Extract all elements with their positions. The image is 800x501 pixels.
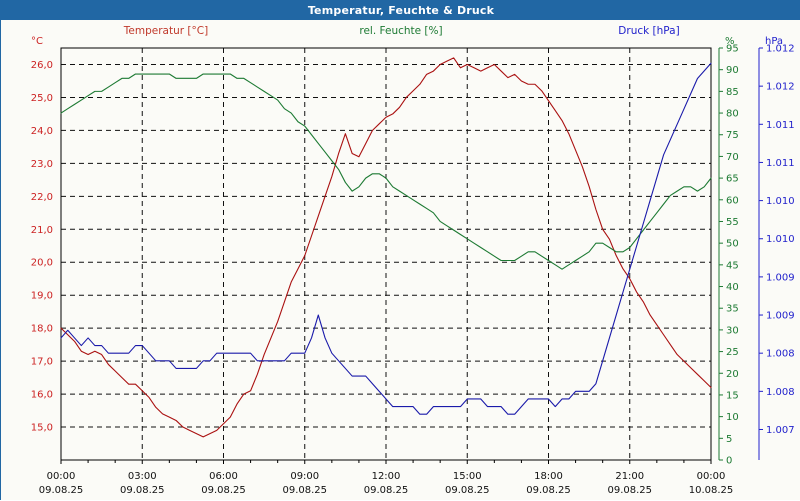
temperature-tick-label: 22,0 bbox=[31, 192, 53, 203]
humidity-tick-label: 0 bbox=[726, 456, 732, 467]
legend-label-pressure: Druck [hPa] bbox=[618, 25, 679, 37]
temperature-tick-label: 23,0 bbox=[31, 159, 53, 170]
humidity-tick-label: 25 bbox=[726, 347, 739, 358]
x-axis-time-label: 21:00 bbox=[615, 471, 644, 482]
pressure-tick-label: 1.007 bbox=[766, 425, 795, 436]
x-axis-time-label: 12:00 bbox=[372, 471, 401, 482]
pressure-tick-label: 1.010 bbox=[766, 234, 795, 245]
pressure-tick-label: 1.009 bbox=[766, 311, 795, 322]
pressure-tick-label: 1.011 bbox=[766, 158, 795, 169]
x-axis-date-label: 09.08.25 bbox=[445, 485, 490, 496]
x-axis-date-label: 09.08.25 bbox=[201, 485, 246, 496]
temperature-tick-label: 17,0 bbox=[31, 357, 53, 368]
legend-label-humidity: rel. Feuchte [%] bbox=[359, 25, 442, 37]
humidity-tick-label: 5 bbox=[726, 434, 732, 445]
chart-svg: Temperatur [°C] rel. Feuchte [%] Druck [hP… bbox=[31, 25, 795, 496]
pressure-tick-label: 1.009 bbox=[766, 272, 795, 283]
temperature-tick-label: 26,0 bbox=[31, 60, 53, 71]
x-axis-time-label: 15:00 bbox=[453, 471, 482, 482]
x-axis-date-label: 09.08.25 bbox=[120, 485, 165, 496]
pressure-tick-label: 1.010 bbox=[766, 196, 795, 207]
pressure-tick-label: 1.008 bbox=[766, 387, 795, 398]
temperature-axis-unit: °C bbox=[31, 36, 43, 47]
data-series bbox=[60, 57, 712, 438]
temperature-tick-label: 19,0 bbox=[31, 291, 53, 302]
grid-lines bbox=[61, 48, 711, 460]
temperature-tick-label: 16,0 bbox=[31, 390, 53, 401]
humidity-tick-label: 95 bbox=[726, 44, 739, 55]
temperature-tick-label: 24,0 bbox=[31, 126, 53, 137]
x-axis-time-label: 09:00 bbox=[290, 471, 319, 482]
temperature-tick-label: 25,0 bbox=[31, 93, 53, 104]
temperature-tick-label: 21,0 bbox=[31, 225, 53, 236]
series-line-temperature bbox=[60, 57, 712, 438]
humidity-tick-label: 60 bbox=[726, 195, 739, 206]
x-axis-date-label: 09.08.25 bbox=[39, 485, 84, 496]
window-title: Temperatur, Feuchte & Druck bbox=[307, 3, 495, 17]
humidity-axis-unit: % bbox=[725, 36, 735, 47]
humidity-tick-label: 65 bbox=[726, 174, 739, 185]
humidity-tick-label: 45 bbox=[726, 260, 739, 271]
legend-label-temperature: Temperatur [°C] bbox=[123, 25, 208, 37]
temperature-tick-label: 18,0 bbox=[31, 324, 53, 335]
chart-legend: Temperatur [°C] rel. Feuchte [%] Druck [hP… bbox=[123, 25, 680, 37]
pressure-axis-unit: hPa bbox=[765, 36, 783, 47]
x-axis-date-label: 09.08.25 bbox=[607, 485, 652, 496]
window-titlebar: Temperatur, Feuchte & Druck bbox=[1, 1, 800, 19]
x-axis-time-label: 06:00 bbox=[209, 471, 238, 482]
axis-ticks-labels: °C 26,0 25,0 24,0 23,0 22,0 21,0 20,0 19,0 18,0 17… bbox=[31, 36, 795, 467]
x-axis-time-label: 18:00 bbox=[534, 471, 563, 482]
humidity-tick-label: 85 bbox=[726, 87, 739, 98]
x-axis-labels: 00:00 09.08.25 03:00 09.08.25 06:00 09.08.25 0… bbox=[39, 460, 734, 496]
x-axis-date-label: 10.08.25 bbox=[689, 485, 734, 496]
temperature-tick-label: 15,0 bbox=[31, 423, 53, 434]
pressure-tick-label: 1.011 bbox=[766, 120, 795, 131]
humidity-tick-label: 15 bbox=[726, 390, 739, 401]
humidity-tick-label: 80 bbox=[726, 109, 739, 120]
humidity-tick-label: 90 bbox=[726, 65, 739, 76]
humidity-tick-label: 75 bbox=[726, 130, 739, 141]
humidity-tick-label: 30 bbox=[726, 325, 739, 336]
humidity-tick-label: 40 bbox=[726, 282, 739, 293]
series-line-humidity bbox=[60, 73, 712, 270]
x-axis-time-label: 00:00 bbox=[47, 471, 76, 482]
pressure-tick-label: 1.012 bbox=[766, 44, 795, 55]
x-axis-time-label: 03:00 bbox=[128, 471, 157, 482]
x-axis-date-label: 09.08.25 bbox=[364, 485, 409, 496]
pressure-tick-label: 1.012 bbox=[766, 82, 795, 93]
humidity-tick-label: 20 bbox=[726, 369, 739, 380]
humidity-tick-label: 70 bbox=[726, 152, 739, 163]
chart-canvas: Temperatur [°C] rel. Feuchte [%] Druck [hP… bbox=[1, 19, 800, 500]
pressure-tick-label: 1.008 bbox=[766, 349, 795, 360]
x-axis-date-label: 09.08.25 bbox=[282, 485, 327, 496]
x-axis-date-label: 09.08.25 bbox=[526, 485, 571, 496]
humidity-tick-label: 10 bbox=[726, 412, 739, 423]
x-axis-time-label: 00:00 bbox=[697, 471, 726, 482]
series-line-pressure bbox=[60, 62, 712, 415]
humidity-tick-label: 50 bbox=[726, 239, 739, 250]
humidity-tick-label: 55 bbox=[726, 217, 739, 228]
humidity-tick-label: 35 bbox=[726, 304, 739, 315]
temperature-tick-label: 20,0 bbox=[31, 258, 53, 269]
